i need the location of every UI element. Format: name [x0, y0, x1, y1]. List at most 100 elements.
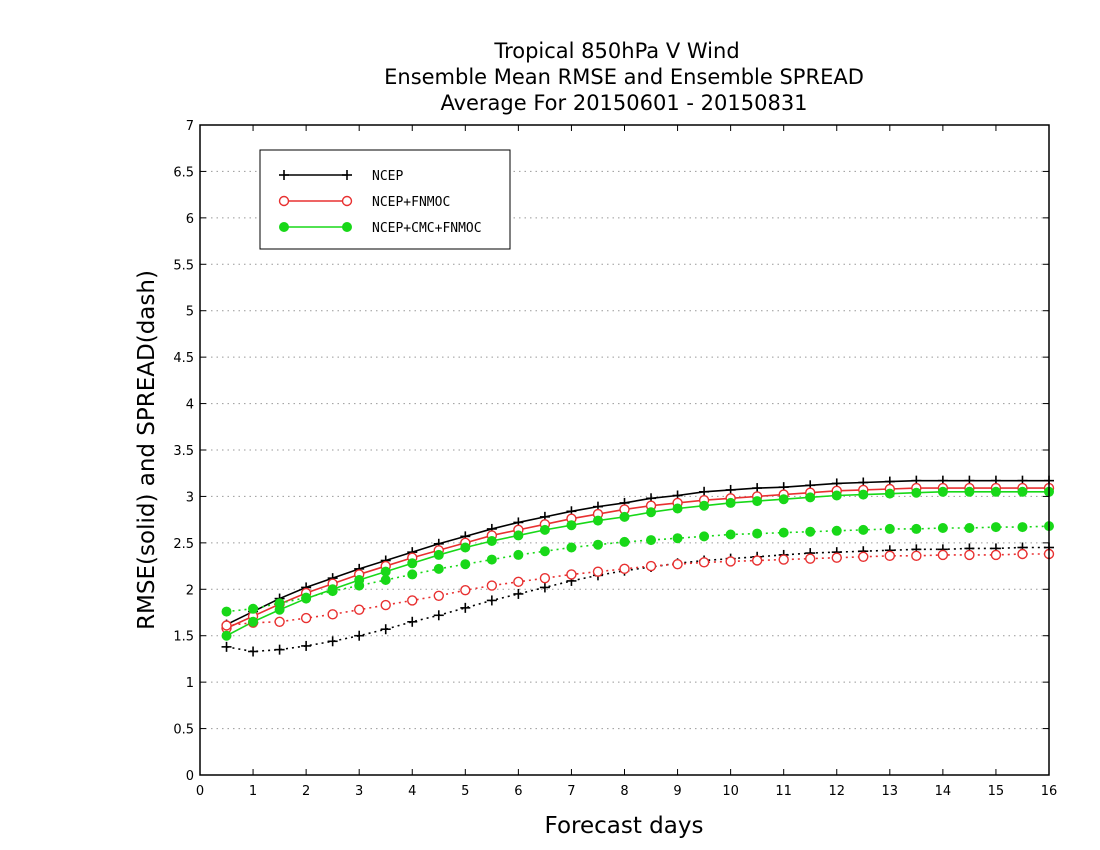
spread-point-ncep-cmc-fnmoc [327, 586, 338, 597]
rmse-point-ncep-cmc-fnmoc [513, 530, 524, 541]
spread-point-ncep-fnmoc [353, 604, 365, 615]
spread-point-ncep-cmc-fnmoc [486, 554, 497, 565]
legend-marker-ncep [279, 170, 289, 180]
spread-point-ncep-cmc-fnmoc [778, 527, 789, 538]
rmse-point-ncep-cmc-fnmoc [725, 497, 736, 508]
rmse-point-ncep-cmc-fnmoc [221, 630, 232, 641]
spread-point-ncep-cmc-fnmoc [592, 539, 603, 550]
rmse-point-ncep-cmc-fnmoc [539, 524, 550, 535]
rmse-point-ncep-cmc-fnmoc [964, 486, 975, 497]
spread-point-ncep-fnmoc [300, 612, 312, 624]
x-tick-label: 2 [302, 784, 310, 799]
spread-point-ncep-fnmoc [486, 580, 498, 591]
rmse-point-ncep-cmc-fnmoc [884, 488, 895, 499]
spread-point-ncep-cmc-fnmoc [301, 592, 312, 603]
spread-point-ncep-fnmoc [964, 549, 975, 561]
spread-point-ncep-cmc-fnmoc [884, 523, 895, 534]
spread-point-ncep-cmc-fnmoc [380, 575, 391, 585]
spread-point-ncep-cmc-fnmoc [725, 529, 736, 540]
x-tick-label: 8 [620, 784, 628, 799]
spread-point-ncep-fnmoc [513, 576, 524, 588]
spread-point-ncep-cmc-fnmoc [619, 536, 630, 547]
title-line-2: Ensemble Mean RMSE and Ensemble SPREAD [384, 65, 864, 89]
y-tick-label: 5.5 [173, 258, 194, 273]
rmse-point-ncep-cmc-fnmoc [778, 494, 789, 505]
spread-point-ncep-cmc-fnmoc [699, 531, 710, 542]
rmse-point-ncep-cmc-fnmoc [699, 500, 710, 511]
spread-point-ncep-fnmoc [805, 553, 816, 564]
spread-point-ncep-fnmoc [698, 557, 710, 568]
spread-point-ncep [248, 646, 259, 657]
spread-point-ncep-cmc-fnmoc [752, 528, 763, 539]
rmse-point-ncep-cmc-fnmoc [248, 616, 259, 627]
y-tick-label: 0 [186, 769, 194, 784]
spread-point-ncep-fnmoc [274, 616, 285, 627]
rmse-point-ncep-cmc-fnmoc [592, 515, 603, 526]
rmse-point-ncep-cmc-fnmoc [619, 511, 630, 522]
spread-point-ncep-cmc-fnmoc [646, 535, 657, 546]
spread-point-ncep-fnmoc [751, 555, 763, 566]
spread-point-ncep-cmc-fnmoc [513, 549, 524, 560]
x-axis-tick-labels: 0 1 2 3 4 5 6 7 8 9 10 11 12 13 14 15 16 [196, 784, 1057, 799]
rmse-point-ncep-cmc-fnmoc [407, 558, 418, 569]
spread-point-ncep [354, 630, 365, 641]
rmse-point-ncep-cmc-fnmoc [990, 486, 1001, 497]
spread-point-ncep-fnmoc [566, 569, 577, 580]
title-line-3: Average For 20150601 - 20150831 [440, 91, 807, 115]
y-tick-label: 4 [186, 398, 194, 413]
spread-point-ncep-cmc-fnmoc [460, 559, 471, 570]
x-tick-label: 10 [722, 784, 739, 799]
y-tick-label: 5 [186, 305, 194, 320]
spread-point-ncep-cmc-fnmoc [990, 522, 1001, 533]
spread-point-ncep [539, 582, 550, 593]
spread-point-ncep-cmc-fnmoc [858, 524, 869, 535]
y-tick-label: 4.5 [173, 351, 194, 366]
rmse-line-ncep-fnmoc [226, 487, 1049, 630]
legend-label-ncep-cmc-fnmoc: NCEP+CMC+FNMOC [372, 221, 482, 236]
spread-point-ncep [327, 636, 338, 647]
spread-point-ncep-fnmoc [407, 595, 418, 606]
legend-label-ncep-fnmoc: NCEP+FNMOC [372, 195, 450, 210]
x-tick-label: 13 [882, 784, 899, 799]
spread-point-ncep-fnmoc [778, 554, 789, 565]
spread-point-ncep [433, 610, 444, 621]
y-tick-label: 2 [186, 583, 194, 598]
y-tick-label: 1 [186, 676, 194, 691]
spread-point-ncep-cmc-fnmoc [354, 580, 365, 591]
spread-point-ncep-fnmoc [460, 585, 471, 596]
x-tick-label: 5 [461, 784, 469, 799]
rmse-point-ncep-cmc-fnmoc [460, 542, 471, 553]
chart-title: Tropical 850hPa V Wind Ensemble Mean RMS… [384, 39, 864, 115]
x-tick-label: 12 [828, 784, 845, 799]
x-tick-label: 14 [935, 784, 952, 799]
spread-point-ncep-cmc-fnmoc [831, 525, 842, 536]
x-tick-label: 3 [355, 784, 363, 799]
y-tick-label: 1.5 [173, 630, 194, 645]
rmse-line-ncep [226, 479, 1049, 626]
rmse-point-ncep-cmc-fnmoc [380, 566, 391, 577]
spread-point-ncep-fnmoc [592, 566, 604, 577]
rmse-point-ncep-cmc-fnmoc [937, 486, 948, 497]
rmse-point-ncep-cmc-fnmoc [433, 549, 444, 560]
spread-point-ncep-cmc-fnmoc [433, 563, 444, 574]
x-tick-label: 0 [196, 784, 204, 799]
spread-point-ncep-cmc-fnmoc [937, 523, 948, 533]
spread-point-ncep-cmc-fnmoc [248, 603, 259, 614]
spread-point-ncep [486, 595, 497, 606]
spread-point-ncep-fnmoc [433, 590, 444, 601]
y-axis-tick-labels: 0 0.5 1 1.5 2 2.5 3 3.5 4 4.5 5 5.5 6 6.5 7 [173, 119, 194, 784]
y-tick-label: 2.5 [173, 537, 194, 552]
x-tick-label: 7 [567, 784, 575, 799]
gridlines [200, 170, 1049, 730]
y-tick-label: 0.5 [173, 723, 194, 738]
x-tick-label: 16 [1041, 784, 1058, 799]
spread-point-ncep-cmc-fnmoc [221, 606, 232, 617]
spread-point-ncep-fnmoc [645, 560, 657, 572]
spread-point-ncep-fnmoc [911, 550, 922, 562]
spread-point-ncep-cmc-fnmoc [672, 533, 683, 544]
legend-marker-ncep [342, 170, 352, 180]
spread-point-ncep [513, 588, 524, 599]
spread-point-ncep-fnmoc [990, 549, 1002, 561]
spread-point-ncep [407, 616, 418, 627]
